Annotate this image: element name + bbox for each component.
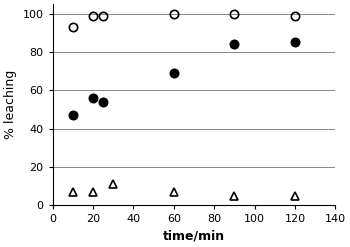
Y-axis label: % leaching: % leaching: [4, 70, 17, 139]
X-axis label: time/min: time/min: [163, 230, 225, 243]
